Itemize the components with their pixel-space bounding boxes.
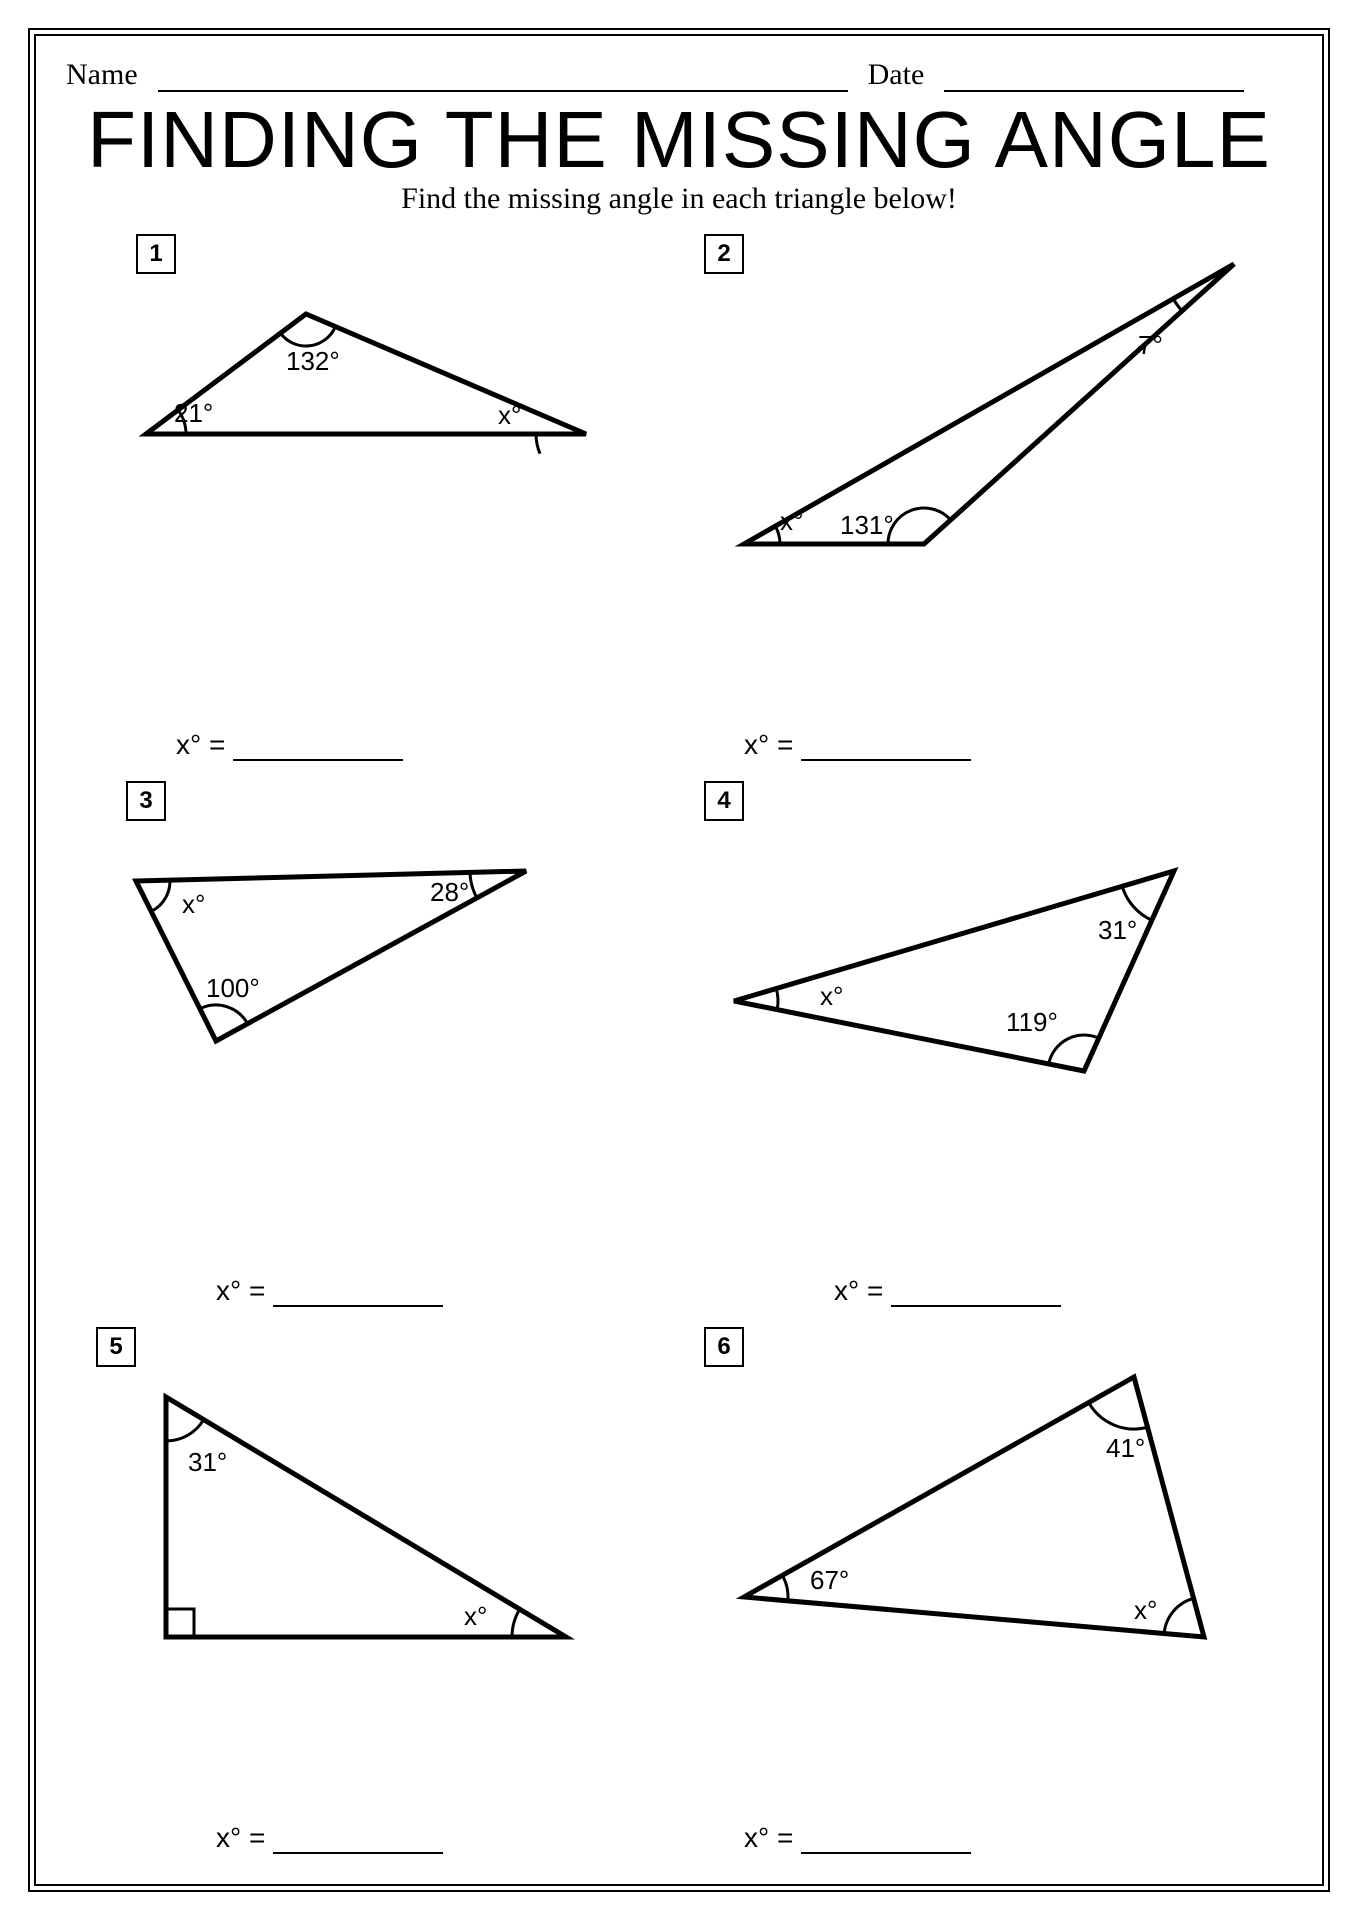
angle-label: 28°: [430, 877, 469, 907]
header-line: Name Date: [66, 56, 1292, 92]
date-label: Date: [868, 58, 925, 92]
angle-label: x°: [464, 1601, 487, 1631]
figure-wrap: x° 131° 7°: [704, 244, 1272, 717]
angle-label: 100°: [206, 973, 260, 1003]
answer-row: x° =: [86, 1263, 654, 1307]
answer-row: x° =: [704, 1810, 1272, 1854]
triangle-figure: x° 28° 100°: [86, 791, 646, 1171]
angle-label: 131°: [840, 510, 894, 540]
angle-label: x°: [1134, 1595, 1157, 1625]
figure-wrap: x° 31° 119°: [704, 791, 1272, 1264]
angle-label: 31°: [188, 1447, 227, 1477]
triangle-figure: x° 31° 119°: [704, 791, 1264, 1171]
angle-label: 132°: [286, 346, 340, 376]
angle-label: 119°: [1006, 1007, 1058, 1037]
answer-label: x° =: [834, 1275, 883, 1307]
answer-row: x° =: [86, 717, 654, 761]
figure-wrap: x° 28° 100°: [86, 791, 654, 1264]
answer-label: x° =: [176, 729, 225, 761]
outer-border: Name Date FINDING THE MISSING ANGLE Find…: [28, 28, 1330, 1892]
problem-cell: 3x°28°100°x° =: [66, 781, 674, 1318]
answer-row: x° =: [86, 1810, 654, 1854]
figure-wrap: 67° 41° x°: [704, 1337, 1272, 1810]
problem-cell: 4x°31°119°x° =: [684, 781, 1292, 1318]
angle-label: x°: [182, 889, 205, 919]
problem-cell: 121°132°x°x° =: [66, 234, 674, 771]
problem-cell: 531°x°x° =: [66, 1327, 674, 1864]
name-blank[interactable]: [158, 56, 848, 92]
problem-cell: 2x°131°7°x° =: [684, 234, 1292, 771]
worksheet-subtitle: Find the missing angle in each triangle …: [66, 182, 1292, 216]
answer-blank[interactable]: [233, 730, 403, 761]
angle-label: 41°: [1106, 1433, 1145, 1463]
triangle-figure: x° 131° 7°: [704, 244, 1264, 624]
answer-blank[interactable]: [801, 730, 971, 761]
answer-blank[interactable]: [891, 1277, 1061, 1308]
answer-row: x° =: [704, 717, 1272, 761]
triangle-figure: 31° x°: [86, 1337, 646, 1717]
angle-label: 67°: [810, 1565, 849, 1595]
angle-label: 7°: [1138, 330, 1163, 360]
angle-label: x°: [820, 981, 843, 1011]
answer-label: x° =: [744, 1822, 793, 1854]
angle-label: 31°: [1098, 915, 1137, 945]
answer-blank[interactable]: [801, 1823, 971, 1854]
angle-label: x°: [498, 400, 521, 430]
answer-blank[interactable]: [273, 1823, 443, 1854]
problem-cell: 667°41°x°x° =: [684, 1327, 1292, 1864]
triangle-figure: 67° 41° x°: [704, 1337, 1264, 1717]
inner-border: Name Date FINDING THE MISSING ANGLE Find…: [34, 34, 1324, 1886]
answer-label: x° =: [216, 1822, 265, 1854]
figure-wrap: 31° x°: [86, 1337, 654, 1810]
triangle-figure: 21° 132° x°: [86, 244, 646, 604]
problem-grid: 121°132°x°x° =2x°131°7°x° =3x°28°100°x° …: [66, 234, 1292, 1864]
angle-label: 21°: [174, 398, 213, 428]
name-label: Name: [66, 58, 138, 92]
worksheet-title: FINDING THE MISSING ANGLE: [66, 100, 1292, 180]
worksheet-page: Name Date FINDING THE MISSING ANGLE Find…: [0, 0, 1358, 1920]
date-blank[interactable]: [944, 56, 1244, 92]
answer-label: x° =: [744, 729, 793, 761]
answer-blank[interactable]: [273, 1277, 443, 1308]
answer-row: x° =: [704, 1263, 1272, 1307]
angle-label: x°: [780, 506, 803, 536]
figure-wrap: 21° 132° x°: [86, 244, 654, 717]
answer-label: x° =: [216, 1275, 265, 1307]
